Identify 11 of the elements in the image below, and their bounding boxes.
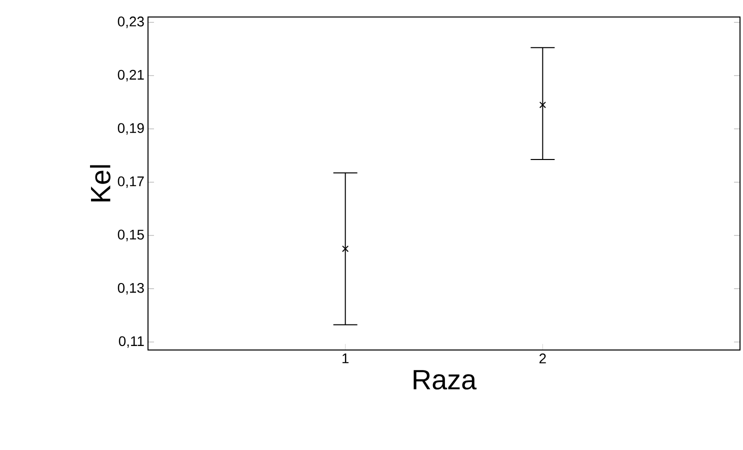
y-tick-label: 0,17 [118, 176, 144, 188]
y-tick-label: 0,23 [118, 16, 144, 28]
x-tick-label: 1 [342, 354, 349, 364]
y-tick-label: 0,13 [118, 282, 144, 294]
y-tick-label: 0,11 [118, 336, 144, 348]
y-tick-label: 0,19 [118, 123, 144, 135]
y-axis-title: Kel [90, 165, 110, 202]
y-tick-label: 0,15 [118, 230, 144, 242]
y-tick-label: 0,21 [118, 70, 144, 82]
x-axis-title: Raza [414, 370, 477, 390]
x-tick-label: 2 [539, 354, 546, 364]
